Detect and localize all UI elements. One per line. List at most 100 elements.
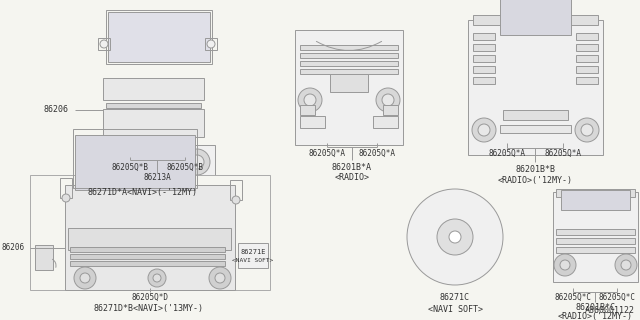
Text: 86205Q*A: 86205Q*A	[545, 148, 582, 157]
Text: A860001122: A860001122	[585, 306, 635, 315]
Bar	[373, 116, 398, 128]
Bar	[75, 135, 195, 190]
Text: 86213A: 86213A	[143, 173, 171, 182]
Bar	[30, 175, 270, 290]
Circle shape	[207, 40, 215, 48]
Bar	[70, 261, 225, 266]
Text: 86205Q*B: 86205Q*B	[166, 163, 204, 172]
Bar	[300, 69, 398, 74]
Text: 86201B*A: 86201B*A	[332, 164, 372, 172]
Circle shape	[575, 118, 599, 142]
Bar	[576, 44, 598, 51]
Bar	[556, 229, 635, 235]
Bar	[106, 10, 212, 64]
Text: 86206: 86206	[2, 244, 25, 252]
Circle shape	[184, 149, 210, 175]
Bar	[556, 238, 635, 244]
Text: <NAVI SOFT>: <NAVI SOFT>	[232, 259, 274, 263]
Text: 86201B*B: 86201B*B	[515, 165, 555, 174]
Bar	[106, 103, 201, 108]
Circle shape	[560, 260, 570, 270]
Bar	[473, 44, 495, 51]
Text: 86205Q*D: 86205Q*D	[131, 292, 168, 301]
Circle shape	[105, 149, 131, 175]
Bar	[300, 53, 398, 58]
Circle shape	[407, 189, 503, 285]
Circle shape	[304, 94, 316, 106]
Bar	[106, 110, 201, 115]
Text: 86205Q*A: 86205Q*A	[358, 148, 396, 157]
Bar	[70, 247, 225, 252]
Circle shape	[437, 219, 473, 255]
Bar	[556, 189, 635, 197]
Bar	[576, 66, 598, 73]
Circle shape	[554, 254, 576, 276]
Circle shape	[215, 273, 225, 283]
Circle shape	[478, 124, 490, 136]
Circle shape	[74, 267, 96, 289]
Bar	[60, 178, 72, 198]
Circle shape	[80, 273, 90, 283]
Text: <RADIO>('12MY-): <RADIO>('12MY-)	[557, 311, 632, 320]
Bar	[230, 180, 242, 200]
Text: 86205Q*C: 86205Q*C	[598, 292, 636, 301]
Bar	[300, 61, 398, 66]
Text: 86271D*B<NAVI>('13MY-): 86271D*B<NAVI>('13MY-)	[93, 303, 203, 313]
Circle shape	[148, 269, 166, 287]
Bar	[103, 78, 204, 100]
Circle shape	[190, 155, 204, 169]
Bar	[205, 38, 217, 50]
Bar	[500, 125, 571, 133]
Circle shape	[209, 267, 231, 289]
Circle shape	[621, 260, 631, 270]
Text: 86205Q*A: 86205Q*A	[488, 148, 525, 157]
Bar	[103, 109, 204, 137]
Bar	[70, 254, 225, 259]
Bar	[330, 74, 368, 92]
Text: <NAVI SOFT>: <NAVI SOFT>	[428, 305, 483, 314]
Bar	[576, 33, 598, 40]
Circle shape	[382, 94, 394, 106]
Bar	[35, 245, 53, 270]
Bar	[295, 30, 403, 145]
Bar	[68, 228, 231, 250]
Circle shape	[581, 124, 593, 136]
Circle shape	[615, 254, 637, 276]
Circle shape	[449, 231, 461, 243]
Bar	[561, 190, 630, 210]
Text: 86205Q*C: 86205Q*C	[554, 292, 591, 301]
Bar	[503, 110, 568, 120]
Circle shape	[232, 196, 240, 204]
Bar	[100, 145, 215, 245]
Bar	[98, 38, 110, 50]
Bar	[73, 129, 197, 188]
Bar	[473, 66, 495, 73]
Text: 86205Q*B: 86205Q*B	[111, 163, 148, 172]
Text: 86271E: 86271E	[240, 249, 266, 255]
Bar	[383, 105, 398, 115]
Bar	[300, 45, 398, 50]
Bar	[65, 185, 235, 290]
Bar	[238, 243, 268, 268]
Bar	[106, 117, 201, 122]
Bar	[473, 33, 495, 40]
Bar	[576, 55, 598, 62]
Text: 86271C: 86271C	[440, 292, 470, 301]
Bar	[473, 55, 495, 62]
Text: <RADIO>('12MY-): <RADIO>('12MY-)	[497, 175, 573, 185]
Bar	[300, 116, 325, 128]
Bar	[300, 105, 315, 115]
Text: <RADIO>: <RADIO>	[335, 173, 369, 182]
Text: 86205Q*A: 86205Q*A	[308, 148, 346, 157]
Circle shape	[154, 159, 160, 165]
Circle shape	[153, 274, 161, 282]
Bar	[500, 0, 571, 35]
Circle shape	[62, 194, 70, 202]
Bar	[108, 12, 210, 62]
Circle shape	[472, 118, 496, 142]
Text: 86271D*A<NAVI>(-'12MY): 86271D*A<NAVI>(-'12MY)	[88, 188, 198, 196]
Text: 86206: 86206	[43, 106, 68, 115]
Bar	[556, 247, 635, 253]
Circle shape	[111, 155, 125, 169]
Bar	[473, 15, 598, 25]
